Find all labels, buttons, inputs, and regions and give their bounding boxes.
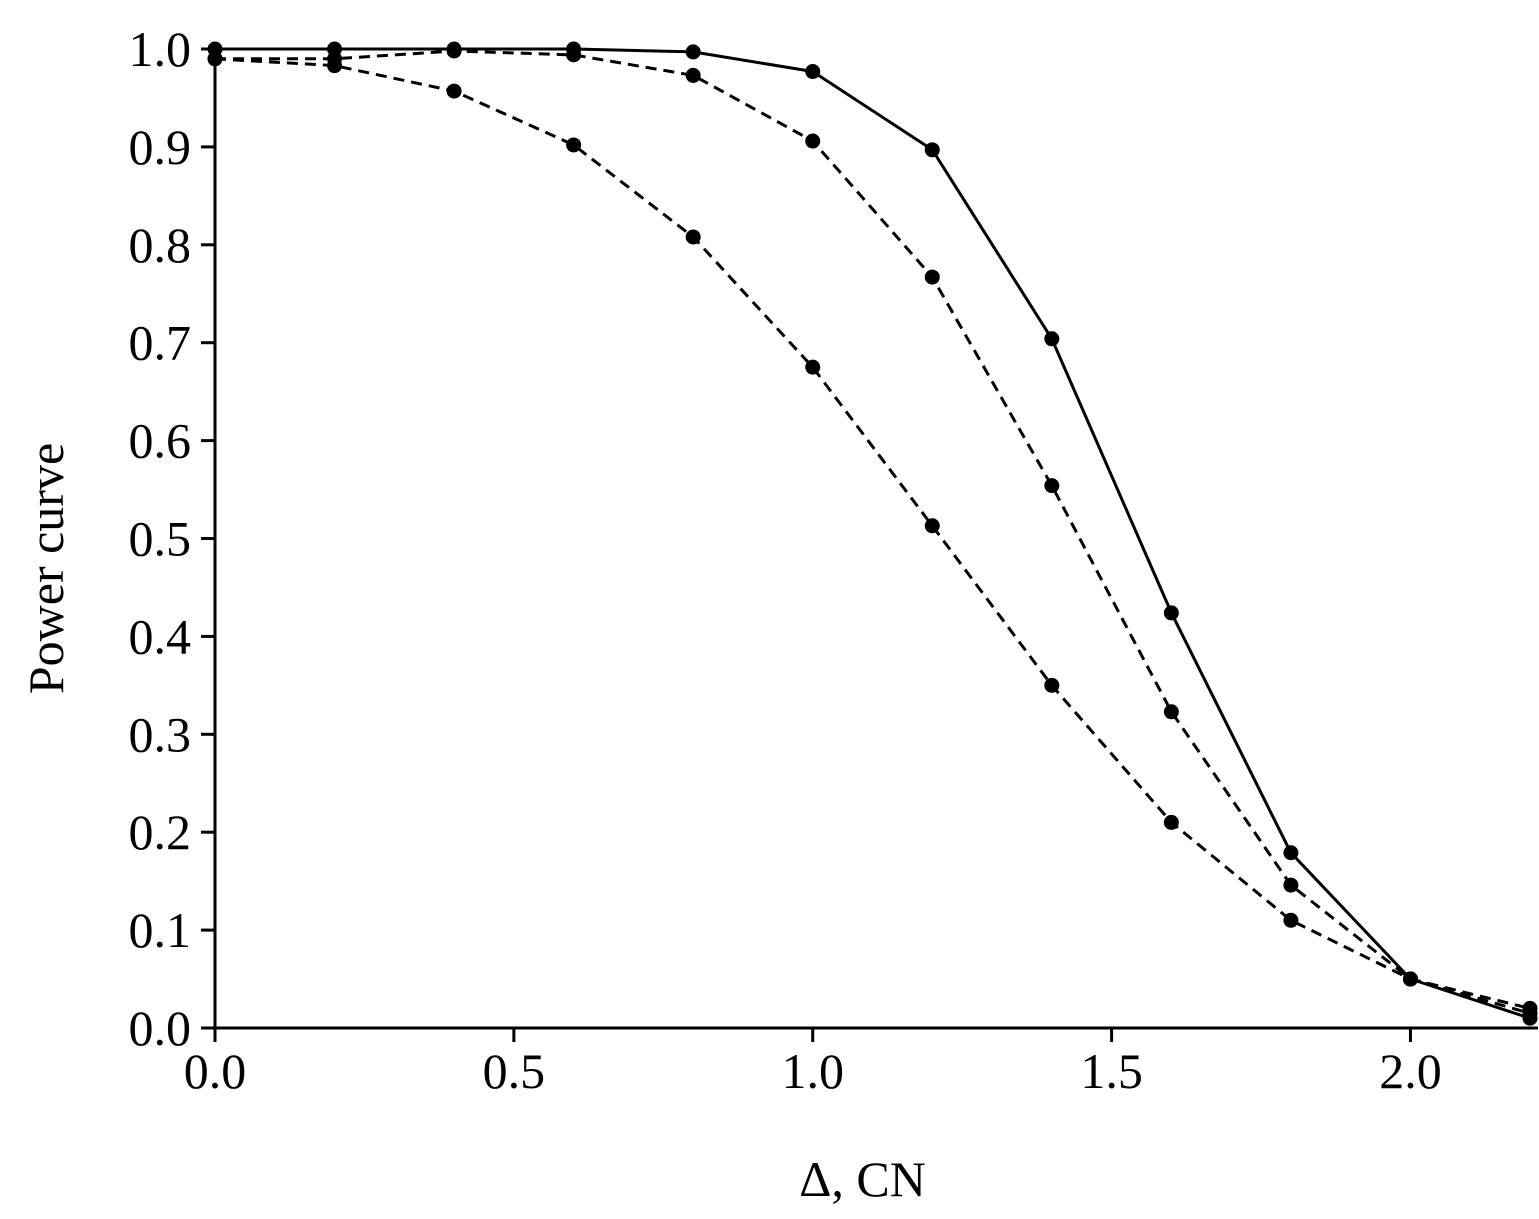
y-tick-label: 0.4 — [129, 608, 192, 664]
series-2-point — [924, 269, 940, 285]
series-2-line — [215, 49, 1531, 1010]
series-1-point — [805, 64, 821, 80]
y-tick-label: 0.8 — [129, 217, 192, 273]
y-tick-label: 0.2 — [129, 804, 192, 860]
series-3-point — [1044, 677, 1060, 693]
series-3-point — [1522, 1005, 1538, 1021]
x-tick-label: 1.5 — [1080, 1043, 1143, 1099]
series-2-point — [1163, 704, 1179, 720]
x-tick-label: 0.5 — [483, 1043, 546, 1099]
series-1-point — [685, 44, 701, 60]
y-tick-label: 0.5 — [129, 511, 192, 567]
series-1-line — [215, 47, 1531, 1020]
series-3-point — [327, 58, 343, 74]
series-2-point — [1283, 877, 1299, 893]
y-tick-label: 1.0 — [129, 21, 192, 77]
y-tick-label: 0.9 — [129, 119, 192, 175]
series-3-line — [214, 57, 1531, 1015]
series-2-point — [685, 67, 701, 83]
y-tick-label: 0.6 — [129, 413, 192, 469]
series-2-point — [805, 133, 821, 149]
x-tick-label: 1.0 — [781, 1043, 844, 1099]
y-tick-label: 0.0 — [129, 1000, 192, 1056]
series-1-point — [1283, 845, 1299, 861]
series-1-point — [924, 142, 940, 158]
series-1-point — [1044, 331, 1060, 347]
y-tick-label: 0.7 — [129, 315, 192, 371]
series-3-point — [805, 359, 821, 375]
series-3-point — [685, 229, 701, 245]
x-tick-label: 2.0 — [1379, 1043, 1442, 1099]
x-tick-label: 0.0 — [184, 1043, 247, 1099]
series-3-point — [1402, 971, 1418, 987]
series-2-point — [566, 47, 582, 63]
y-axis-ticks: 0.0 0.1 0.2 0.3 0.4 0.5 0.6 0.7 0.8 0.9 1.0 — [129, 21, 215, 1056]
series-3-point — [446, 83, 462, 99]
y-tick-label: 0.1 — [129, 902, 192, 958]
axes-layer — [213, 45, 1538, 1030]
series-1-point — [1163, 605, 1179, 621]
series-layer — [207, 41, 1538, 1026]
series-2-point — [446, 43, 462, 59]
series-3-point — [566, 137, 582, 153]
series-3-point — [1163, 814, 1179, 830]
series-2-point — [1044, 478, 1060, 494]
y-tick-label: 0.3 — [129, 706, 192, 762]
series-3-point — [1283, 912, 1299, 928]
series-3-point — [924, 518, 940, 534]
x-axis-ticks: 0.0 0.5 1.0 1.5 2.0 — [184, 1028, 1442, 1099]
x-axis-title: Δ, CN — [799, 1151, 926, 1207]
y-axis-title: Power curve — [18, 443, 74, 694]
